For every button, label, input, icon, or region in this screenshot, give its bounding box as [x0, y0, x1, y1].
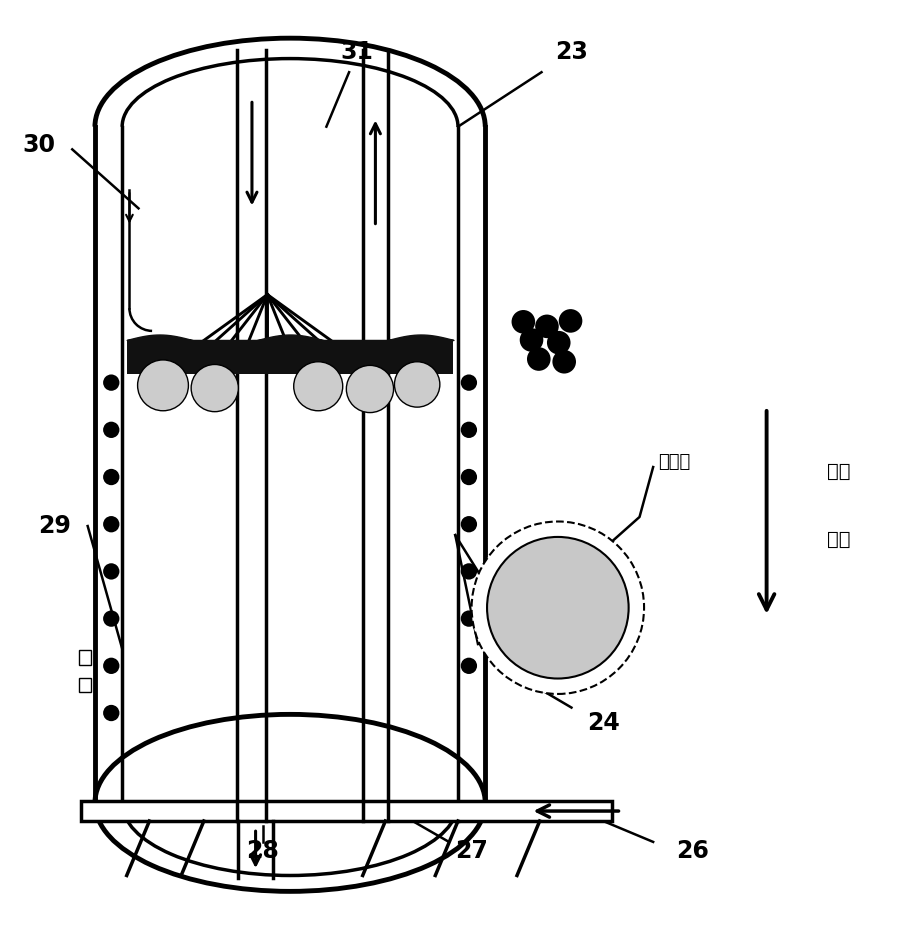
- Circle shape: [104, 610, 119, 627]
- Circle shape: [472, 522, 644, 694]
- Circle shape: [104, 375, 119, 390]
- Circle shape: [461, 375, 477, 390]
- Text: 重力: 重力: [827, 462, 851, 481]
- Circle shape: [104, 469, 119, 486]
- Circle shape: [104, 658, 119, 674]
- Text: 25: 25: [573, 636, 606, 660]
- Circle shape: [559, 309, 583, 333]
- Text: 24: 24: [587, 711, 619, 735]
- Text: 30: 30: [22, 133, 55, 157]
- Circle shape: [511, 310, 535, 334]
- Circle shape: [552, 350, 576, 374]
- Circle shape: [346, 365, 394, 413]
- Circle shape: [461, 469, 477, 486]
- Circle shape: [535, 314, 559, 339]
- Circle shape: [395, 362, 440, 407]
- Circle shape: [461, 563, 477, 580]
- Text: 27: 27: [455, 839, 488, 863]
- Circle shape: [461, 516, 477, 533]
- Text: 23: 23: [555, 40, 588, 64]
- Circle shape: [527, 347, 551, 371]
- Text: 31: 31: [340, 40, 373, 64]
- Circle shape: [191, 364, 238, 412]
- Bar: [126, 340, 453, 374]
- Text: 26: 26: [676, 839, 709, 863]
- Circle shape: [104, 705, 119, 722]
- Circle shape: [104, 422, 119, 438]
- Bar: [79, 678, 92, 692]
- Circle shape: [104, 516, 119, 533]
- Text: 29: 29: [38, 514, 71, 538]
- Bar: [79, 650, 92, 665]
- Circle shape: [137, 360, 189, 411]
- Circle shape: [294, 362, 343, 411]
- Circle shape: [461, 610, 477, 627]
- Circle shape: [519, 328, 543, 352]
- Circle shape: [104, 563, 119, 580]
- Text: 碳颗粒: 碳颗粒: [658, 453, 690, 472]
- Text: 方向: 方向: [827, 530, 851, 549]
- Circle shape: [487, 536, 628, 679]
- Text: 28: 28: [246, 839, 279, 863]
- Circle shape: [547, 331, 571, 354]
- Circle shape: [461, 658, 477, 674]
- Circle shape: [461, 422, 477, 438]
- Bar: [82, 801, 612, 821]
